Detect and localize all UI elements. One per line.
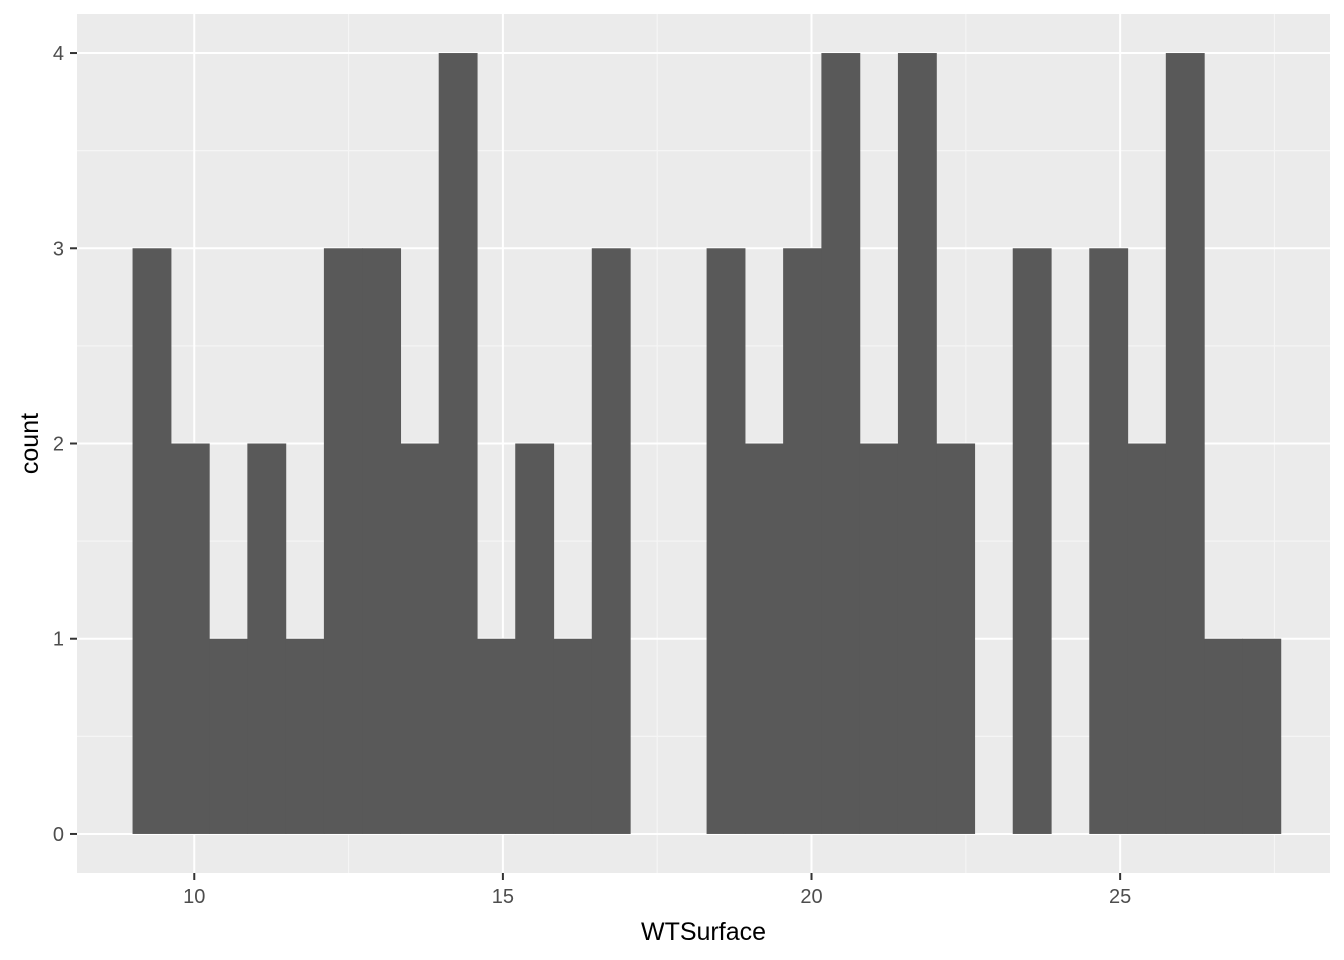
histogram-bar <box>591 248 631 834</box>
histogram-bar <box>706 248 746 834</box>
histogram-bar <box>170 443 210 834</box>
histogram-bar <box>897 53 937 834</box>
histogram-bar <box>285 638 325 834</box>
histogram-bar <box>476 638 516 834</box>
histogram-bar <box>1242 638 1282 834</box>
x-tick-label: 10 <box>183 886 205 908</box>
y-tick-label: 3 <box>53 238 64 260</box>
histogram-bar <box>323 248 363 834</box>
x-axis-title: WTSurface <box>641 918 766 946</box>
histogram-bar <box>362 248 402 834</box>
histogram-bar <box>132 248 172 834</box>
histogram-bar <box>936 443 976 834</box>
histogram-bar <box>515 443 555 834</box>
histogram-bar <box>744 443 784 834</box>
histogram-bar <box>821 53 861 834</box>
y-tick-label: 0 <box>53 824 64 846</box>
histogram-bar <box>438 53 478 834</box>
histogram-bar <box>1089 248 1129 834</box>
histogram-bar <box>400 443 440 834</box>
histogram-bar <box>553 638 593 834</box>
y-tick-label: 1 <box>53 629 64 651</box>
histogram-bar <box>1012 248 1052 834</box>
histogram-bar <box>859 443 899 834</box>
x-tick-label: 20 <box>800 886 822 908</box>
y-axis-title: count <box>16 413 44 474</box>
y-axis: 0 1 2 3 4 <box>53 43 77 846</box>
histogram-bar <box>1204 638 1243 834</box>
x-tick-label: 25 <box>1109 886 1131 908</box>
histogram-bar <box>247 443 287 834</box>
y-tick-label: 4 <box>53 43 64 65</box>
histogram-bar <box>1165 53 1205 834</box>
histogram-bar <box>1127 443 1167 834</box>
histogram-bars <box>132 53 1282 834</box>
histogram-bar <box>783 248 822 834</box>
histogram-bar <box>209 638 248 834</box>
x-axis: 10 15 20 25 <box>183 873 1131 908</box>
y-tick-label: 2 <box>53 434 64 456</box>
x-tick-label: 15 <box>492 886 514 908</box>
